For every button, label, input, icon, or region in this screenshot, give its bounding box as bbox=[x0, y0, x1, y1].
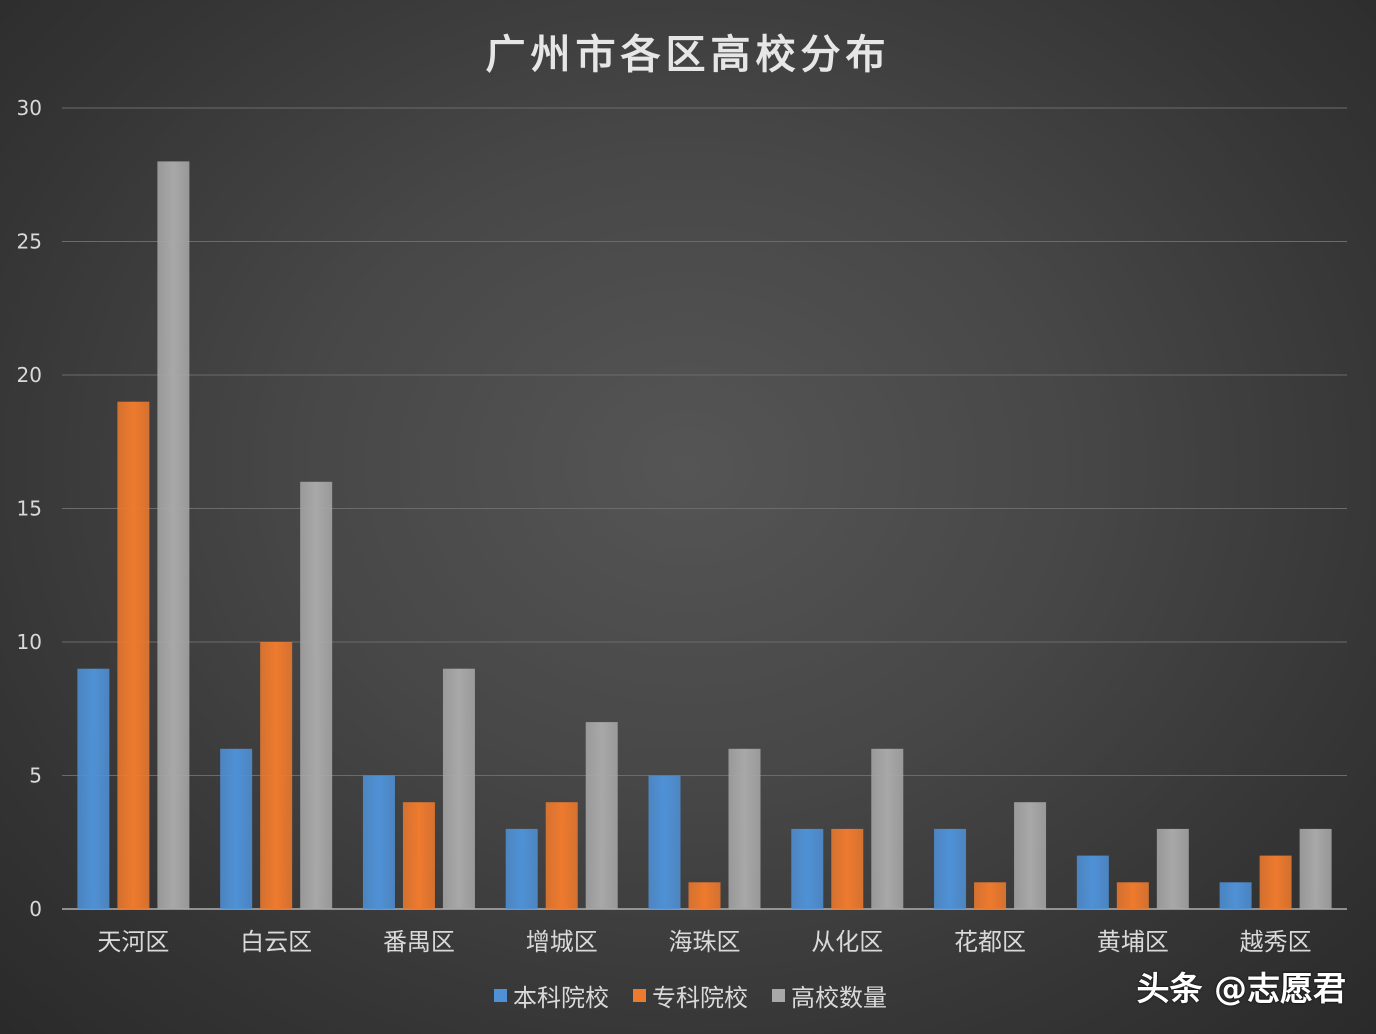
legend: 本科院校 专科院校 高校数量 bbox=[494, 978, 887, 1013]
bar bbox=[934, 828, 967, 909]
bar bbox=[1259, 855, 1292, 909]
y-tick-label: 25 bbox=[17, 230, 42, 254]
bar bbox=[1219, 882, 1252, 909]
y-tick-label: 10 bbox=[17, 630, 42, 654]
x-tick-label: 海珠区 bbox=[669, 928, 741, 956]
bar bbox=[300, 481, 333, 909]
bar bbox=[260, 642, 293, 909]
x-tick-label: 白云区 bbox=[240, 928, 312, 956]
x-tick-label: 增城区 bbox=[526, 928, 598, 956]
bar bbox=[1156, 828, 1189, 909]
y-tick-label: 0 bbox=[29, 897, 42, 921]
bar bbox=[402, 802, 435, 909]
bar bbox=[442, 668, 475, 909]
legend-item-total: 高校数量 bbox=[772, 978, 887, 1013]
legend-label-vocational: 专科院校 bbox=[652, 984, 748, 1012]
x-tick-label: 花都区 bbox=[954, 928, 1026, 956]
legend-item-bachelor: 本科院校 bbox=[494, 978, 609, 1013]
bar bbox=[117, 401, 150, 909]
legend-swatch-total bbox=[772, 989, 785, 1002]
chart-title: 广州市各区高校分布 bbox=[485, 32, 891, 78]
y-tick-label: 15 bbox=[17, 497, 42, 521]
bar bbox=[1076, 855, 1109, 909]
bar bbox=[545, 802, 578, 909]
bar bbox=[1014, 802, 1047, 909]
bar bbox=[157, 161, 190, 909]
bar bbox=[220, 748, 253, 909]
bar bbox=[871, 748, 904, 909]
y-tick-label: 30 bbox=[17, 96, 42, 120]
y-tick-label: 5 bbox=[29, 764, 42, 788]
watermark: 头条 @志愿君 bbox=[1136, 969, 1347, 1008]
bar bbox=[505, 828, 538, 909]
x-tick-label: 番禺区 bbox=[383, 928, 455, 956]
x-tick-label: 黄埔区 bbox=[1097, 928, 1169, 956]
legend-item-vocational: 专科院校 bbox=[633, 978, 748, 1013]
x-tick-label: 天河区 bbox=[97, 928, 169, 956]
bar bbox=[585, 722, 618, 909]
y-tick-label: 20 bbox=[17, 363, 42, 387]
bar bbox=[1299, 828, 1332, 909]
legend-swatch-vocational bbox=[633, 989, 646, 1002]
bar bbox=[974, 882, 1007, 909]
legend-label-bachelor: 本科院校 bbox=[513, 984, 609, 1012]
bar bbox=[688, 882, 721, 909]
x-tick-label: 从化区 bbox=[811, 928, 883, 956]
legend-swatch-bachelor bbox=[494, 989, 507, 1002]
legend-label-total: 高校数量 bbox=[791, 984, 887, 1012]
bar bbox=[1116, 882, 1149, 909]
bar bbox=[648, 775, 681, 909]
bar bbox=[728, 748, 761, 909]
bar bbox=[362, 775, 395, 909]
bar bbox=[77, 668, 110, 909]
x-tick-label: 越秀区 bbox=[1240, 928, 1312, 956]
bar bbox=[791, 828, 824, 909]
bar bbox=[831, 828, 864, 909]
